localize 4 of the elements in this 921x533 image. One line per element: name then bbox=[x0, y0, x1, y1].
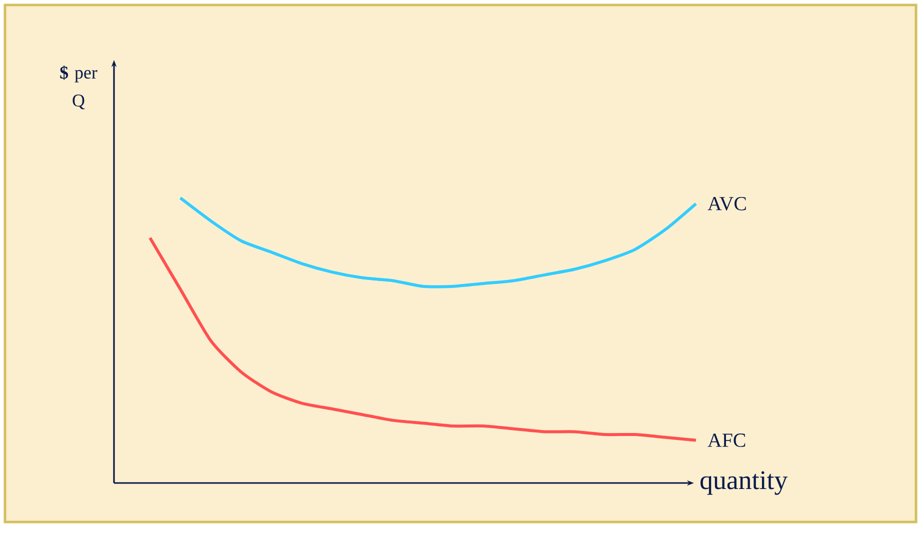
text: $ per Q bbox=[60, 66, 98, 110]
series-label: AFC bbox=[708, 434, 746, 447]
series-label: AVC bbox=[708, 196, 746, 210]
x-axis-title: quantity bbox=[700, 471, 788, 495]
